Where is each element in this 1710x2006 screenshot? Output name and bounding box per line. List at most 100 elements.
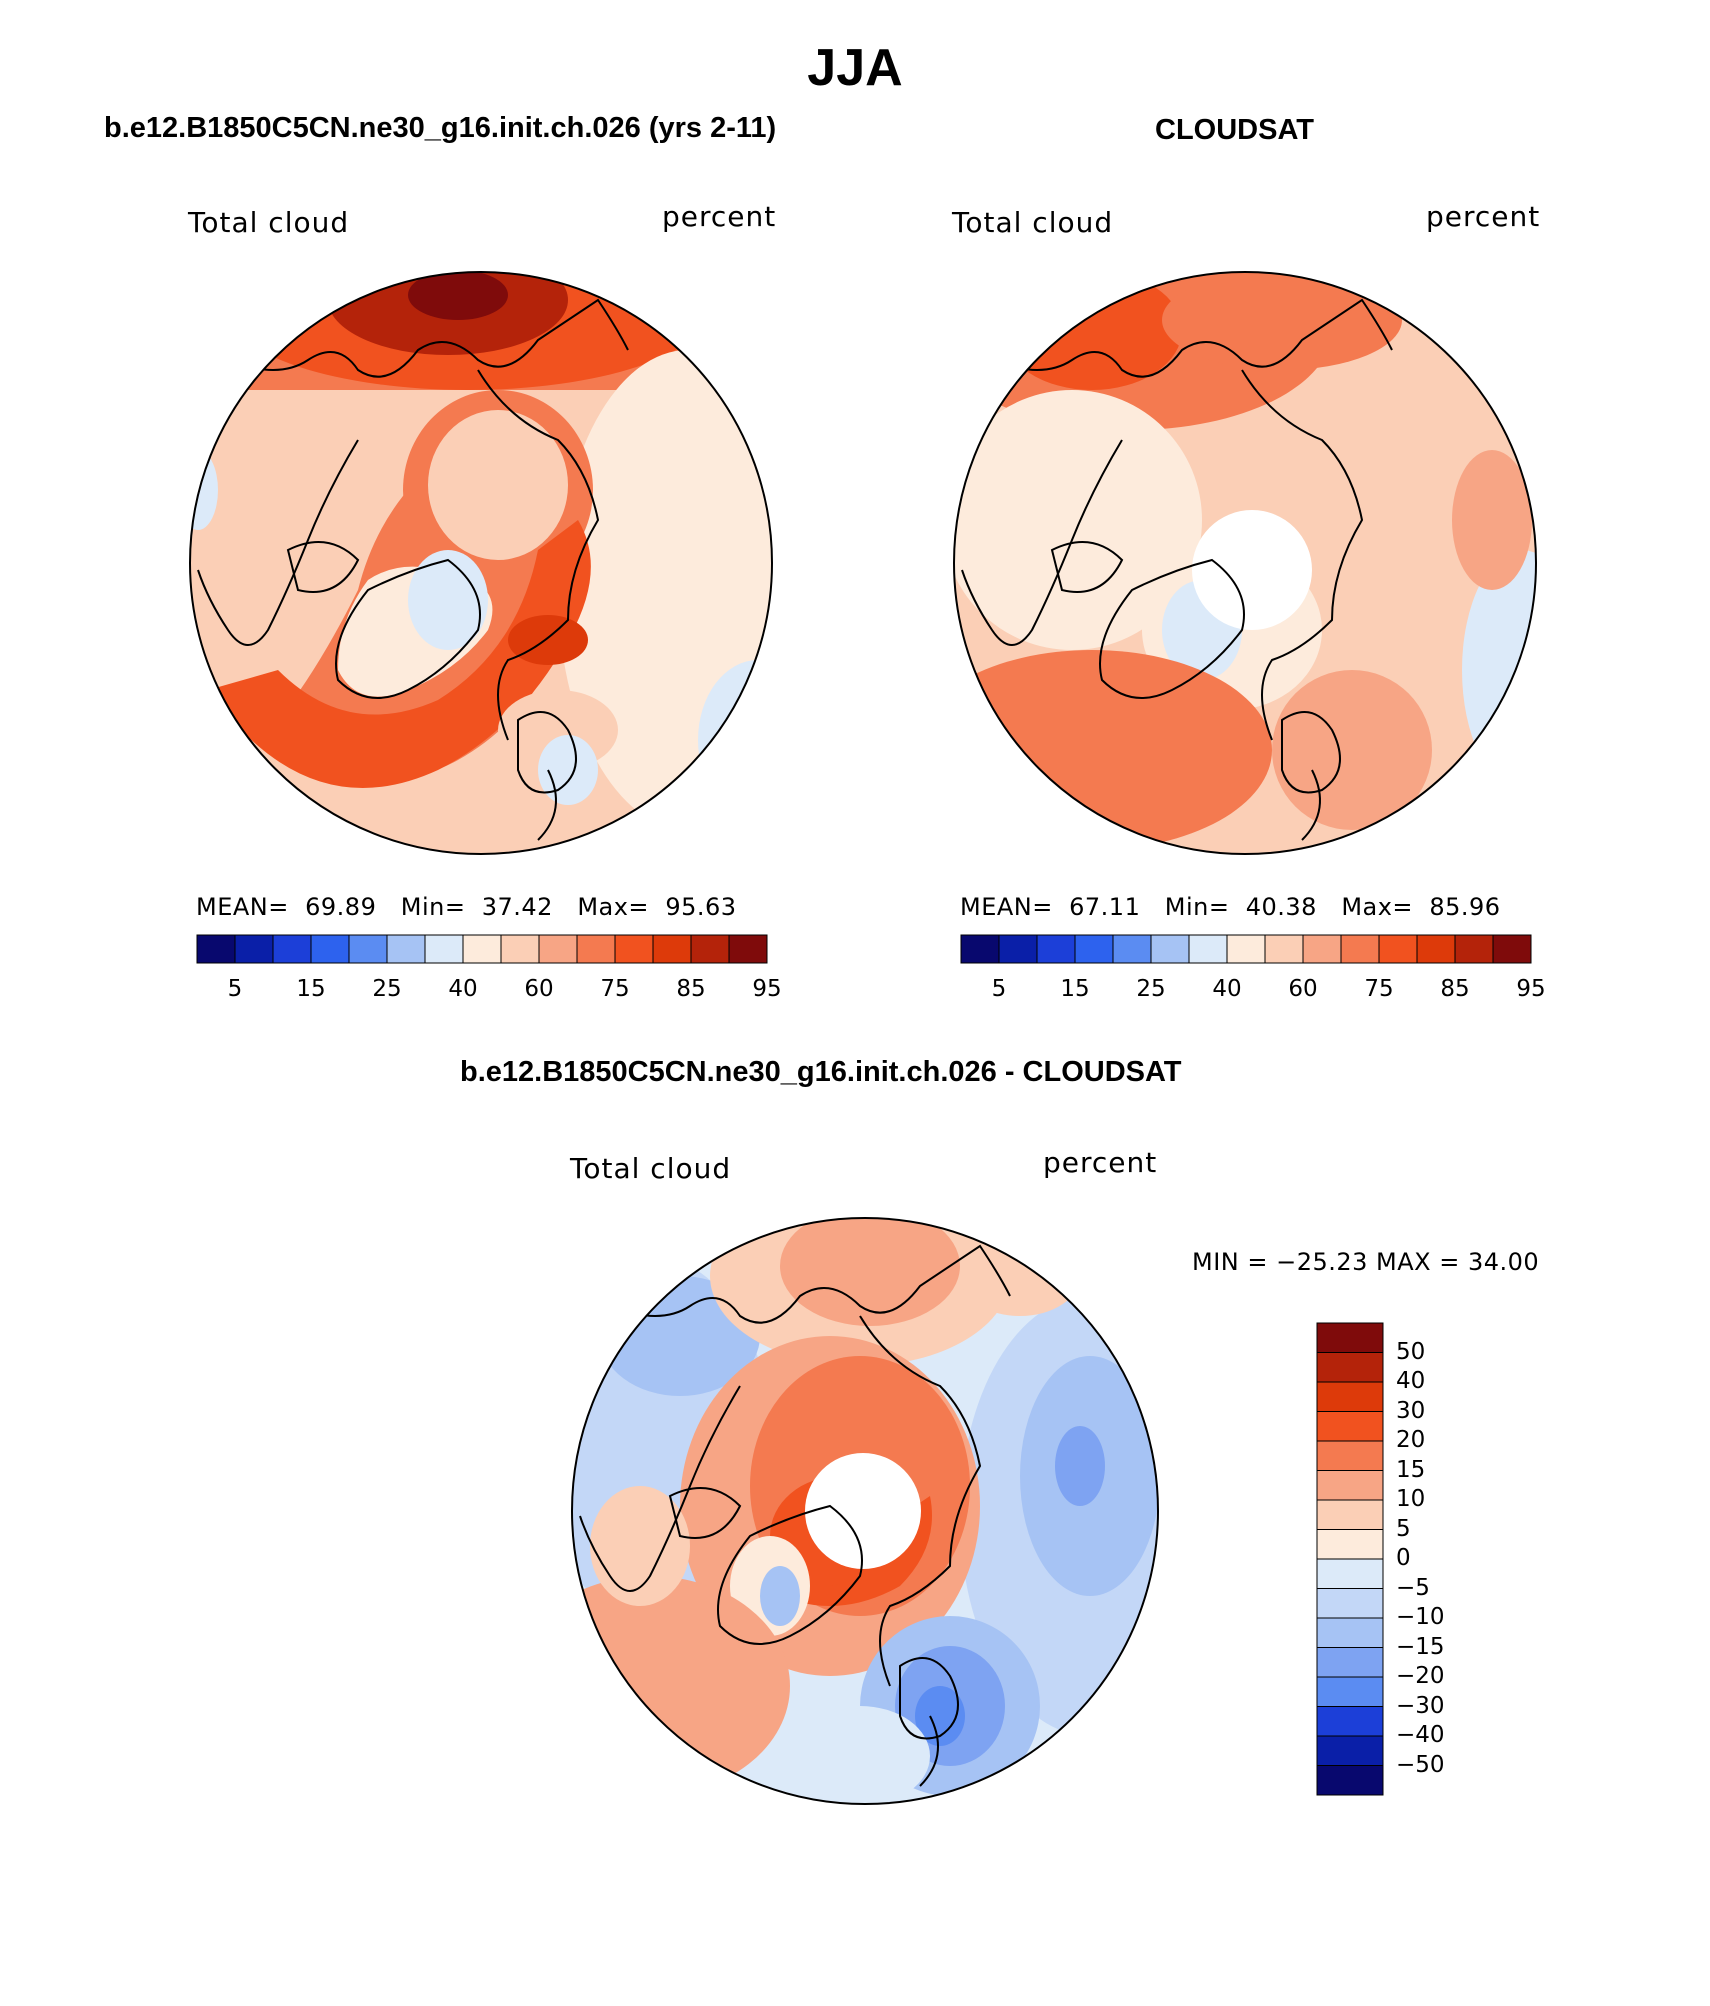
colorbar-tick-label: 60 [524, 976, 554, 1002]
cloud-field-cloudsat [954, 272, 1536, 854]
colorbar-tick-label: 25 [1136, 976, 1166, 1002]
colorbar-swatch [614, 934, 654, 964]
colorbar-swatch [462, 934, 502, 964]
colorbar-swatch [1316, 1499, 1384, 1530]
colorbar-swatch [1316, 1322, 1384, 1353]
colorbar-tick-label: 85 [676, 976, 706, 1002]
panel-1-title: b.e12.B1850C5CN.ne30_g16.init.ch.026 (yr… [104, 112, 777, 144]
colorbar-level-label: 50 [1396, 1338, 1426, 1365]
colorbar-level-label: −5 [1396, 1574, 1430, 1601]
colorbar-swatch [1378, 934, 1418, 964]
colorbar-tick-label: 40 [448, 976, 478, 1002]
colorbar-swatch [960, 934, 1000, 964]
map-boundary [189, 271, 773, 855]
colorbar-swatch [1316, 1529, 1384, 1560]
colorbar-difference [1316, 1322, 1384, 1796]
colorbar-swatch [1492, 934, 1532, 964]
colorbar-swatch [1454, 934, 1494, 964]
colorbar-swatch [538, 934, 578, 964]
colorbar-swatch [1316, 1558, 1384, 1589]
panel-2-units: percent [1426, 200, 1541, 233]
colorbar-cloudsat-ticks: 5 15 25 40 60 75 85 95 [960, 976, 1546, 1006]
colorbar-swatch [1316, 1735, 1384, 1766]
panel-2-stats: MEAN= 67.11 Min= 40.38 Max= 85.96 [960, 893, 1501, 921]
panel-1-stats: MEAN= 69.89 Min= 37.42 Max= 95.63 [196, 893, 737, 921]
colorbar-swatch [690, 934, 730, 964]
colorbar-swatch [1316, 1352, 1384, 1383]
colorbar-tick-label: 85 [1440, 976, 1470, 1002]
colorbar-swatch [1316, 1588, 1384, 1619]
colorbar-swatch [1316, 1765, 1384, 1796]
colorbar-tick-label: 25 [372, 976, 402, 1002]
panel-1-units: percent [662, 200, 777, 233]
colorbar-level-label: −15 [1396, 1633, 1445, 1660]
colorbar-level-label: 10 [1396, 1486, 1426, 1512]
colorbar-level-label: 5 [1396, 1515, 1411, 1542]
panel-2-variable: Total cloud [952, 206, 1114, 239]
polar-map-model [189, 271, 773, 855]
colorbar-tick-label: 15 [296, 976, 326, 1002]
colorbar-swatch [1074, 934, 1114, 964]
colorbar-swatch [1264, 934, 1304, 964]
colorbar-swatch [1036, 934, 1076, 964]
panel-1-variable: Total cloud [188, 206, 350, 239]
map-boundary [571, 1217, 1159, 1805]
colorbar-model [196, 934, 768, 964]
colorbar-tick-label: 95 [752, 976, 782, 1002]
colorbar-swatch [348, 934, 388, 964]
panel-3-stats: MIN = −25.23 MAX = 34.00 [1192, 1248, 1540, 1276]
colorbar-tick-label: 40 [1212, 976, 1242, 1002]
coastlines-difference [579, 1244, 1011, 1787]
colorbar-model-ticks: 5 15 25 40 60 75 85 95 [196, 976, 782, 1006]
colorbar-swatch [1316, 1440, 1384, 1471]
cloud-field-difference [572, 1218, 1158, 1804]
colorbar-swatch [1340, 934, 1380, 964]
colorbar-level-label: 15 [1396, 1456, 1426, 1483]
colorbar-swatch [1316, 1676, 1384, 1707]
colorbar-level-label: 30 [1396, 1397, 1426, 1424]
colorbar-swatch [386, 934, 426, 964]
panel-3-variable: Total cloud [570, 1152, 732, 1185]
colorbar-swatch [310, 934, 350, 964]
colorbar-swatch [1112, 934, 1152, 964]
colorbar-cloudsat [960, 934, 1532, 964]
colorbar-level-label: −20 [1396, 1663, 1445, 1689]
colorbar-tick-label: 75 [600, 976, 630, 1002]
colorbar-swatch [576, 934, 616, 964]
colorbar-swatch [1316, 1381, 1384, 1412]
colorbar-swatch [1316, 1411, 1384, 1442]
colorbar-swatch [1316, 1470, 1384, 1501]
coastlines-cloudsat [961, 298, 1393, 841]
map-boundary [953, 271, 1537, 855]
colorbar-tick-label: 15 [1060, 976, 1090, 1002]
colorbar-tick-label: 5 [227, 976, 243, 1002]
colorbar-swatch [1188, 934, 1228, 964]
colorbar-swatch [1302, 934, 1342, 964]
panel-2-title: CLOUDSAT [1155, 114, 1314, 146]
colorbar-level-label: 20 [1396, 1427, 1426, 1453]
colorbar-swatch [1316, 1647, 1384, 1678]
colorbar-tick-label: 5 [991, 976, 1007, 1002]
colorbar-level-label: −30 [1396, 1692, 1445, 1719]
colorbar-swatch [196, 934, 236, 964]
colorbar-swatch [1316, 1706, 1384, 1737]
colorbar-swatch [272, 934, 312, 964]
panel-3-units: percent [1043, 1146, 1158, 1179]
colorbar-level-label: −40 [1396, 1722, 1445, 1748]
colorbar-tick-label: 75 [1364, 976, 1394, 1002]
colorbar-swatch [652, 934, 692, 964]
colorbar-tick-label: 95 [1516, 976, 1546, 1002]
colorbar-swatch [1416, 934, 1456, 964]
panel-3-title: b.e12.B1850C5CN.ne30_g16.init.ch.026 - C… [460, 1056, 1182, 1088]
colorbar-level-label: −50 [1396, 1751, 1445, 1778]
colorbar-tick-label: 60 [1288, 976, 1318, 1002]
colorbar-difference-labels: 50 40 30 20 15 10 5 0 −5 −10 −15 −20 −30 −40 −50 [1396, 1322, 1516, 1796]
colorbar-swatch [998, 934, 1038, 964]
colorbar-swatch [234, 934, 274, 964]
colorbar-level-label: 40 [1396, 1368, 1426, 1394]
coastlines-model [197, 298, 629, 841]
colorbar-swatch [1226, 934, 1266, 964]
colorbar-swatch [728, 934, 768, 964]
colorbar-level-label: −10 [1396, 1604, 1445, 1630]
colorbar-swatch [1316, 1617, 1384, 1648]
